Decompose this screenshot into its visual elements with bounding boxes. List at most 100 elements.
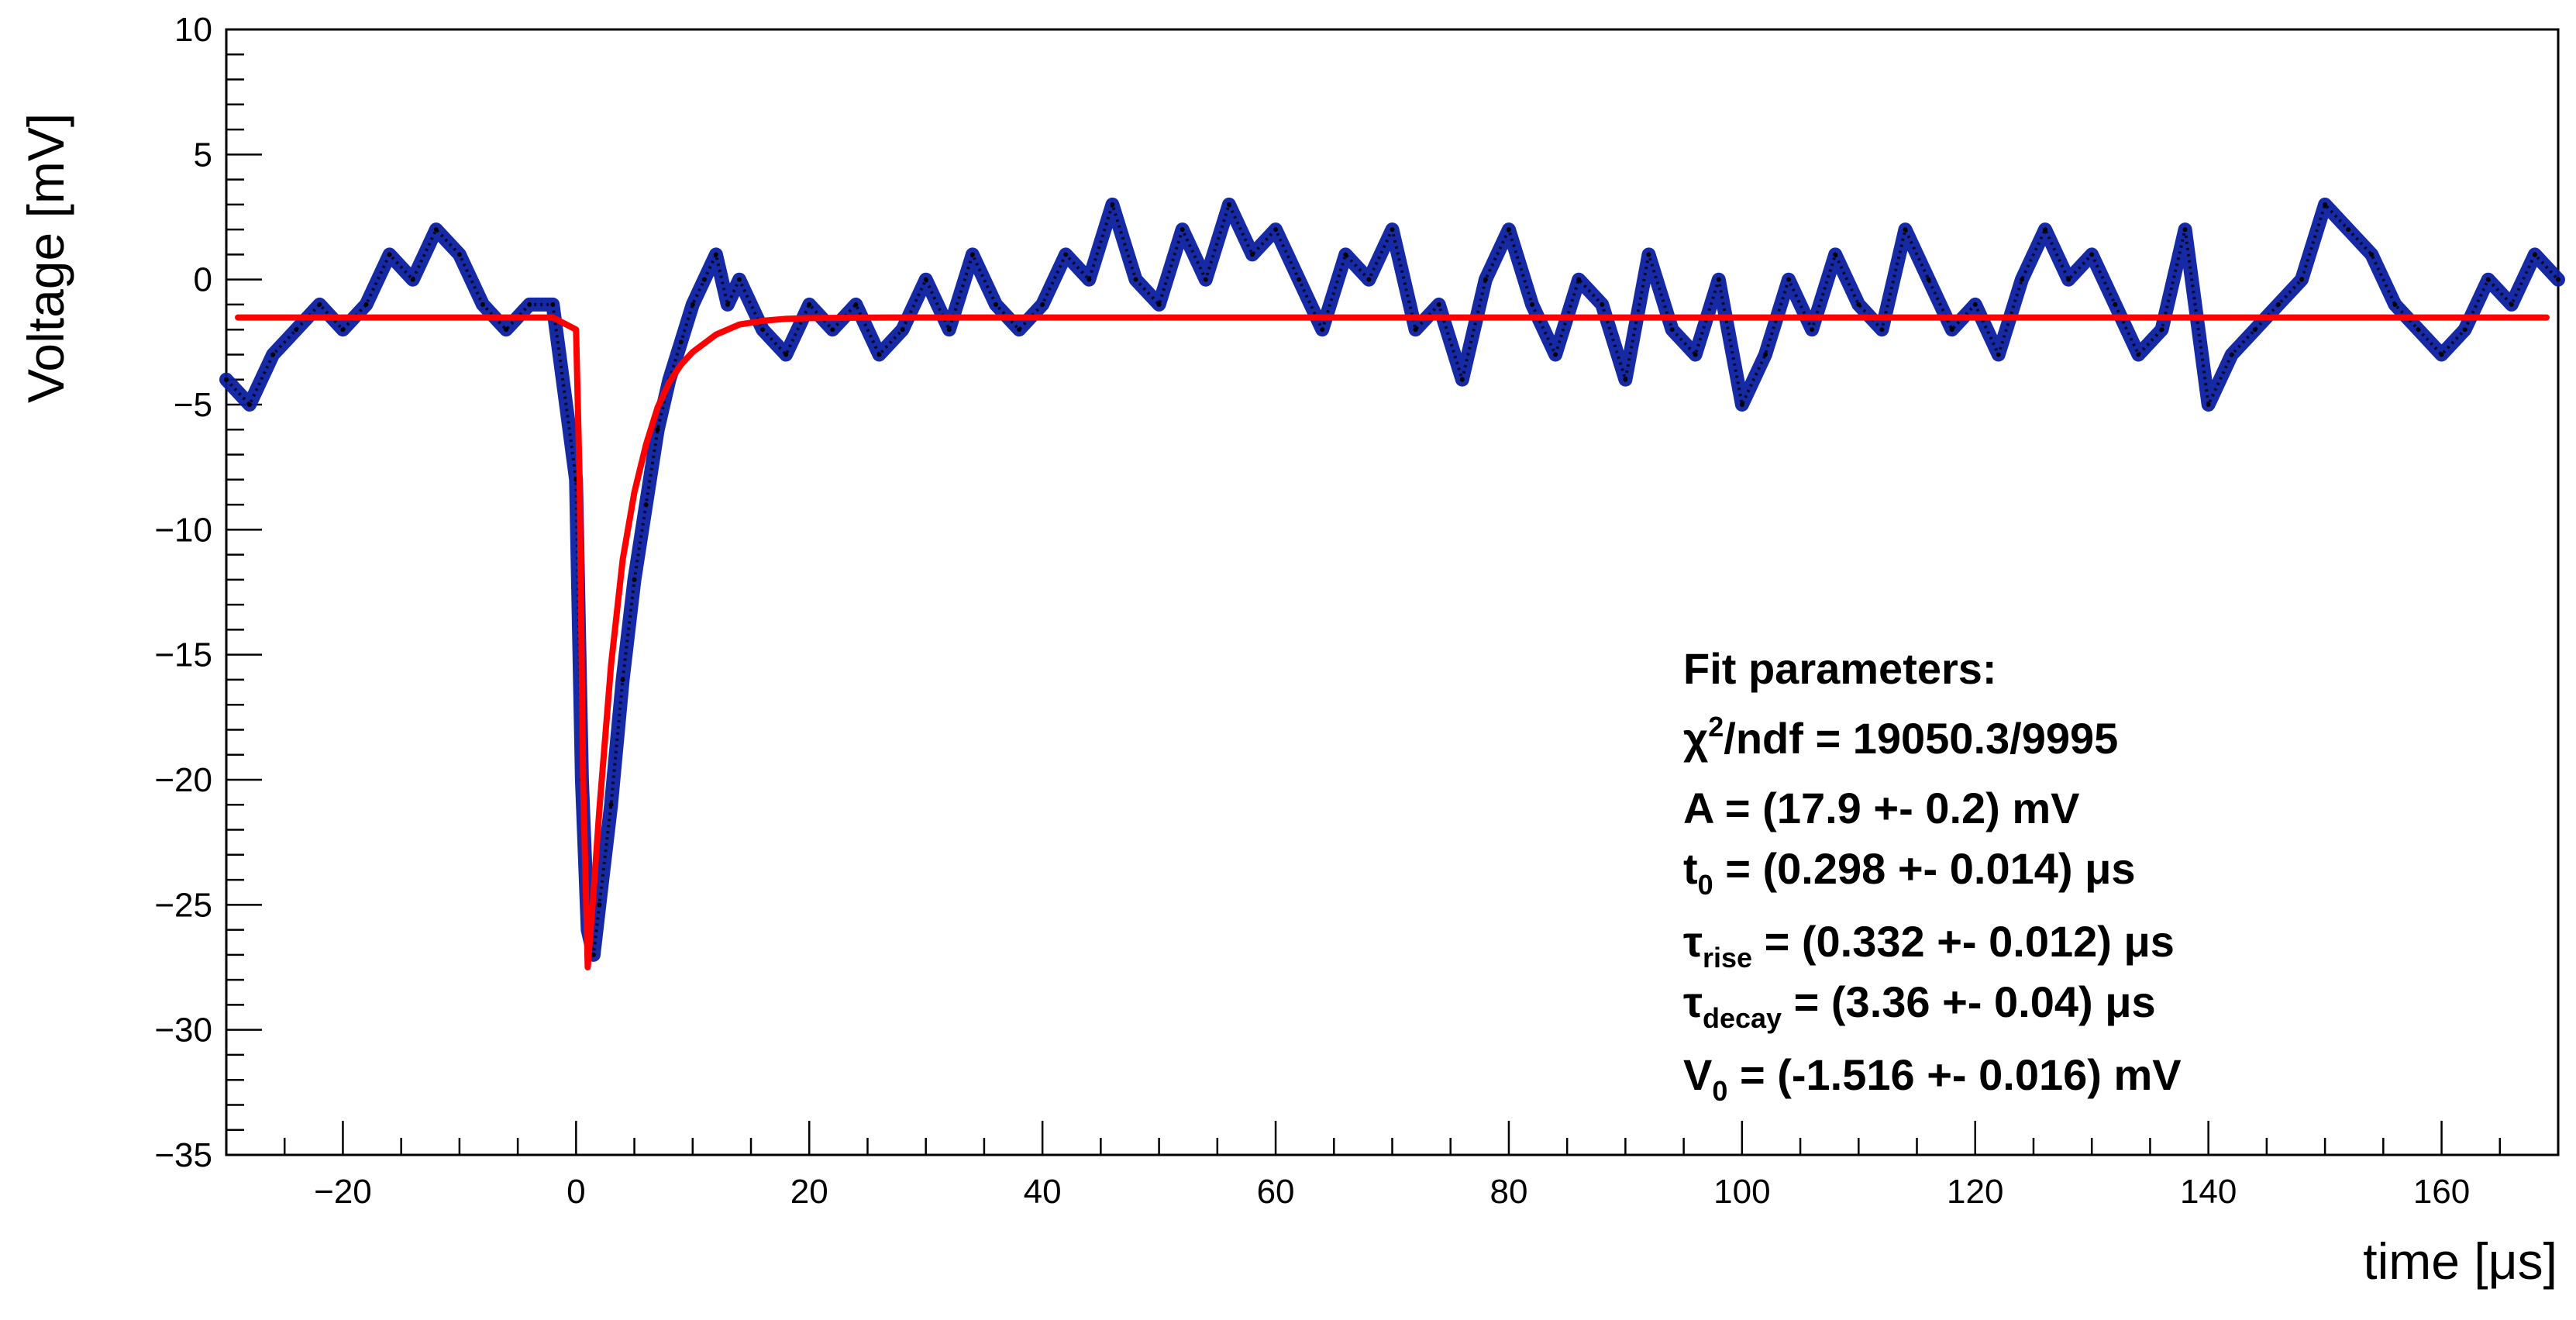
data-point [2252,327,2257,333]
y-tick-label: 5 [194,136,212,174]
fit-tau-rise-base: τ [1683,917,1703,966]
data-point [2043,227,2048,233]
data-point [2229,352,2234,357]
x-tick-label: 40 [1024,1173,1062,1211]
data-point [1249,252,1255,257]
x-tick-label: 20 [790,1173,828,1211]
data-point [946,327,952,333]
data-point [387,252,392,257]
x-tick-labels: −20 0 20 40 60 80 100 120 140 160 [314,1173,2470,1211]
data-point [1506,227,1511,233]
data-point [1297,277,1302,282]
data-point [294,327,299,333]
data-point [1063,252,1069,257]
data-point [2323,202,2328,207]
x-tick-label: 140 [2180,1173,2237,1211]
data-point [1343,252,1348,257]
data-point [1949,327,1954,333]
data-point [1576,277,1582,282]
x-tick-label: 100 [1713,1173,1770,1211]
data-point [1903,227,1908,233]
data-point [2159,327,2164,333]
y-tick-labels: 10 5 0 −5 −10 −15 −20 −25 −30 −35 [154,11,212,1174]
y-tick-label: −35 [154,1136,212,1174]
fit-t0-base: t [1683,844,1698,893]
y-tick-label: 0 [194,261,212,299]
fit-tau-rise: τrise = (0.332 +- 0.012) μs [1683,917,2175,974]
data-point [1273,227,1279,233]
data-point [2509,302,2514,307]
data-point [993,302,998,307]
data-point [2299,277,2305,282]
fit-v0: V0 = (-1.516 +- 0.016) mV [1683,1050,2182,1107]
data-point [597,902,602,908]
major-ticks [226,28,2443,1156]
data-point [736,277,742,282]
data-point [1693,352,1698,357]
x-tick-label: 160 [2413,1173,2470,1211]
data-point [620,677,625,682]
data-point [1553,352,1558,357]
data-point [1879,327,1885,333]
fit-tau-decay-rest: = (3.36 +- 0.04) μs [1782,977,2156,1026]
data-point [2416,327,2421,333]
data-point [1413,327,1418,333]
fit-chi2-symbol: χ [1683,714,1708,763]
data-point [1833,252,1838,257]
data-point [550,302,556,307]
y-axis-title: Voltage [mV] [17,113,74,403]
data-point [1203,277,1208,282]
data-point [1600,302,1605,307]
data-point [1320,327,1325,333]
data-point [433,227,439,233]
data-point [1390,227,1395,233]
data-point [1810,327,1815,333]
x-tick-label: 60 [1257,1173,1295,1211]
data-point [2019,277,2024,282]
x-tick-label: 120 [1947,1173,2003,1211]
data-point [1110,202,1115,207]
data-point [2462,327,2468,333]
y-tick-label: −30 [154,1012,212,1049]
data-point [1786,277,1792,282]
x-tick-label: −20 [314,1173,372,1211]
data-point [608,802,614,808]
data-point [2439,352,2444,357]
fit-amplitude: A = (17.9 +- 0.2) mV [1683,784,2080,832]
data-point [363,302,369,307]
fit-tau-rise-sub: rise [1703,942,1752,974]
fit-chi2-sup: 2 [1708,711,1724,743]
y-tick-label: −5 [174,386,212,424]
y-tick-label: −20 [154,761,212,799]
data-point [1180,227,1185,233]
x-tick-label: 80 [1489,1173,1527,1211]
data-point [591,952,596,957]
data-point [2346,227,2351,233]
data-point [480,302,485,307]
data-point [1226,202,1231,207]
data-point [643,502,649,508]
fit-chi2-rest: /ndf = 19050.3/9995 [1724,714,2118,763]
data-point [1996,352,2001,357]
fit-title: Fit parameters: [1683,644,1997,693]
fit-curve [235,314,2550,970]
fit-tau-decay: τdecay = (3.36 +- 0.04) μs [1683,977,2156,1034]
data-point [1133,277,1138,282]
data-point [2532,252,2537,257]
data-point [969,252,975,257]
data-point [2066,277,2071,282]
data-point [1530,302,1535,307]
minor-ticks [225,53,2560,1155]
data-point [783,352,789,357]
data-point [1739,402,1744,407]
data-series-envelope [219,197,2565,962]
data-point [690,302,695,307]
data-point [410,277,415,282]
data-point [1156,302,1162,307]
fit-chi2: χ2/ndf = 19050.3/9995 [1683,711,2118,763]
data-point [456,252,462,257]
data-point [340,327,346,333]
data-point [1762,352,1768,357]
series-layer [219,197,2565,970]
data-point [2182,227,2188,233]
